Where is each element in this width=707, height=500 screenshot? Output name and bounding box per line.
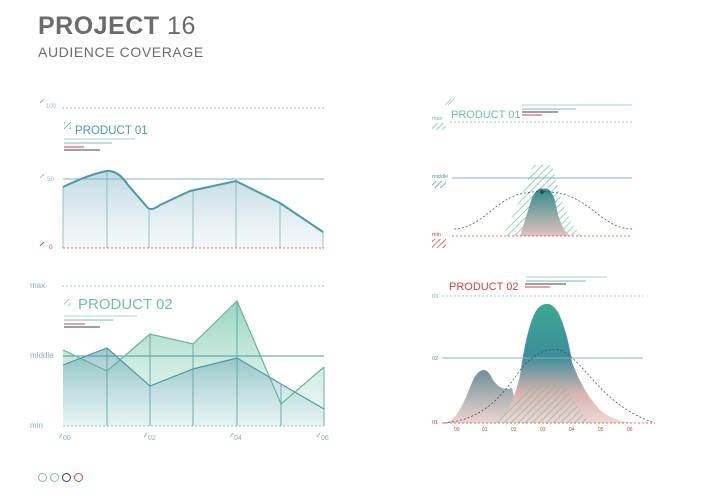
dot-mint [50,473,59,482]
svg-text:00: 00 [454,427,460,433]
svg-text:100: 100 [46,104,57,110]
title-project: PROJECT [38,12,160,40]
dot-teal [38,473,47,482]
svg-text:50: 50 [47,176,55,183]
svg-text:min: min [30,421,43,430]
svg-text:06: 06 [321,435,329,442]
svg-text:max: max [432,116,443,122]
svg-text:max: max [30,281,45,290]
svg-text:02: 02 [511,427,517,433]
svg-text:06: 06 [627,427,633,433]
page-title: PROJECT 16 [38,12,196,41]
svg-text:05: 05 [598,427,604,433]
svg-text:04: 04 [234,435,242,442]
chart-product-01-distribution: PRODUCT 01 max middle min [432,98,633,248]
svg-text:0: 0 [49,244,53,251]
dot-red [74,473,83,482]
svg-text:02: 02 [148,435,156,442]
svg-text:middle: middle [432,174,448,180]
svg-text:min: min [432,232,441,238]
chart-product-02-distribution: PRODUCT 02 03 02 01 00 01 02 03 04 05 06 [432,276,656,433]
svg-text:01: 01 [482,427,488,433]
svg-text:03: 03 [540,427,546,433]
chart-product-02: max middle min PRODUCT 02 00 02 04 [30,281,329,442]
title-number: 16 [167,12,196,40]
svg-text:04: 04 [569,427,575,433]
svg-text:PRODUCT 01: PRODUCT 01 [451,109,520,121]
product-02-title: PRODUCT 02 [78,296,173,313]
dot-dark [62,473,71,482]
svg-text:PRODUCT 02: PRODUCT 02 [449,281,518,293]
svg-text:03: 03 [432,294,438,300]
color-legend-dots [38,473,83,482]
svg-text:middle: middle [30,351,54,360]
product-01-title: PRODUCT 01 [75,125,148,137]
svg-text:00: 00 [63,435,71,442]
page-subtitle: AUDIENCE COVERAGE [38,44,204,60]
chart-product-01: 100 50 0 PRODUCT 01 [39,98,324,251]
svg-text:02: 02 [432,356,438,362]
svg-text:01: 01 [432,420,438,426]
